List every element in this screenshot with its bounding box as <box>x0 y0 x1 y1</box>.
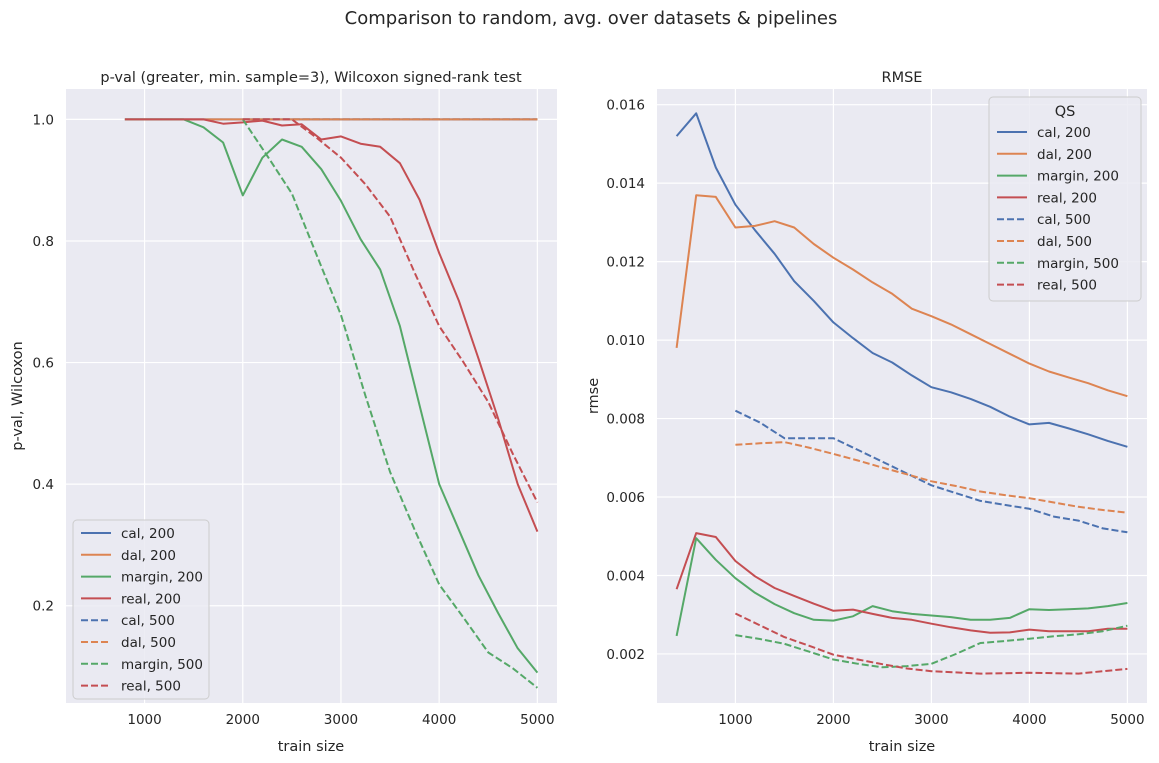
rmse-series-dal-200-line <box>675 194 1128 398</box>
rmse-ytick-label: 0.006 <box>606 490 645 506</box>
pval-xtick-label: 5000 <box>520 712 554 728</box>
rmse-ytick-label: 0.002 <box>606 647 645 663</box>
rmse-xtick-label: 2000 <box>816 712 850 728</box>
rmse-ytick-label: 0.012 <box>606 255 645 271</box>
pval-xtick-label: 4000 <box>422 712 456 728</box>
rmse-legend-title: QS <box>1055 104 1076 120</box>
pval-legend-label-dal-500: dal, 500 <box>121 635 176 651</box>
pval-xtick-label: 1000 <box>127 712 161 728</box>
pval-ytick-label: 0.8 <box>33 234 54 250</box>
pval-series-group <box>124 118 539 689</box>
pval-xtick-label: 3000 <box>324 712 358 728</box>
pval-ylabel: p-val, Wilcoxon <box>10 341 26 450</box>
rmse-legend-label-margin-200: margin, 200 <box>1037 169 1119 185</box>
pval-ytick-label: 0.4 <box>33 477 54 493</box>
rmse-ytick-label: 0.008 <box>606 412 645 428</box>
rmse-series-cal-500-line <box>734 409 1128 534</box>
rmse-legend-label-real-200: real, 200 <box>1037 190 1097 206</box>
pval-title: p-val (greater, min. sample=3), Wilcoxon… <box>100 70 522 86</box>
rmse-xtick-label: 4000 <box>1012 712 1046 728</box>
rmse-ylabel: rmse <box>586 378 602 414</box>
pval-panel: 1000 2000 3000 4000 5000 0.2 0.4 0.6 0.8 1.0 p-v… <box>10 70 557 755</box>
rmse-series-real-500-line <box>734 612 1128 675</box>
rmse-ytick-label: 0.004 <box>606 568 645 584</box>
pval-series-margin-200-line <box>124 118 539 674</box>
pval-ytick-label: 1.0 <box>33 112 54 128</box>
pval-legend: cal, 200 dal, 200 margin, 200 real, 200 cal,… <box>72 519 210 700</box>
rmse-title: RMSE <box>882 70 923 86</box>
rmse-series-margin-200-line <box>675 537 1128 637</box>
rmse-xtick-labels: 1000 2000 3000 4000 5000 <box>718 712 1144 728</box>
rmse-ytick-label: 0.010 <box>606 333 645 349</box>
rmse-series-group <box>675 112 1128 675</box>
pval-ytick-label: 0.2 <box>33 599 54 615</box>
rmse-legend-label-dal-500: dal, 500 <box>1037 234 1092 250</box>
pval-legend-label-dal-200: dal, 200 <box>121 548 176 564</box>
pval-legend-label-margin-200: margin, 200 <box>121 570 203 586</box>
pval-legend-box <box>72 519 210 700</box>
pval-xtick-labels: 1000 2000 3000 4000 5000 <box>127 712 554 728</box>
rmse-series-real-200-line <box>675 532 1128 634</box>
pval-legend-label-cal-500: cal, 500 <box>121 613 175 629</box>
pval-legend-label-real-500: real, 500 <box>121 679 181 695</box>
rmse-ytick-label: 0.016 <box>606 98 645 114</box>
rmse-panel: 1000 2000 3000 4000 5000 0.0020.0040.0060.00… <box>586 70 1147 755</box>
pval-legend-label-real-200: real, 200 <box>121 591 181 607</box>
rmse-series-margin-500-line <box>735 624 1128 669</box>
rmse-xtick-label: 1000 <box>718 712 752 728</box>
figure-suptitle: Comparison to random, avg. over datasets… <box>345 8 838 29</box>
pval-legend-label-cal-200: cal, 200 <box>121 526 175 542</box>
pval-series-real-200-line <box>124 118 539 532</box>
pval-legend-label-margin-500: margin, 500 <box>121 657 203 673</box>
pval-ytick-labels: 0.2 0.4 0.6 0.8 1.0 <box>33 112 54 614</box>
rmse-ytick-labels: 0.002 0.004 0.006 0.008 0.010 0.012 0.014 0.016 <box>606 98 645 663</box>
rmse-legend: QS cal, 200 dal, 200 margin, 200 real, 200 ca… <box>988 96 1142 302</box>
pval-xtick-label: 2000 <box>226 712 260 728</box>
rmse-xtick-label: 5000 <box>1110 712 1144 728</box>
rmse-legend-label-cal-200: cal, 200 <box>1037 125 1091 141</box>
rmse-legend-box <box>988 96 1142 302</box>
rmse-legend-label-margin-500: margin, 500 <box>1037 256 1119 272</box>
rmse-xlabel: train size <box>869 739 936 755</box>
rmse-legend-label-real-500: real, 500 <box>1037 278 1097 294</box>
rmse-legend-label-cal-500: cal, 500 <box>1037 212 1091 228</box>
pval-series-margin-500-line <box>241 118 539 689</box>
pval-xlabel: train size <box>278 739 345 755</box>
rmse-legend-label-dal-200: dal, 200 <box>1037 147 1092 163</box>
pval-ytick-label: 0.6 <box>33 356 54 372</box>
rmse-ytick-label: 0.014 <box>606 176 645 192</box>
rmse-series-dal-500-line <box>735 441 1128 514</box>
rmse-xtick-label: 3000 <box>914 712 948 728</box>
